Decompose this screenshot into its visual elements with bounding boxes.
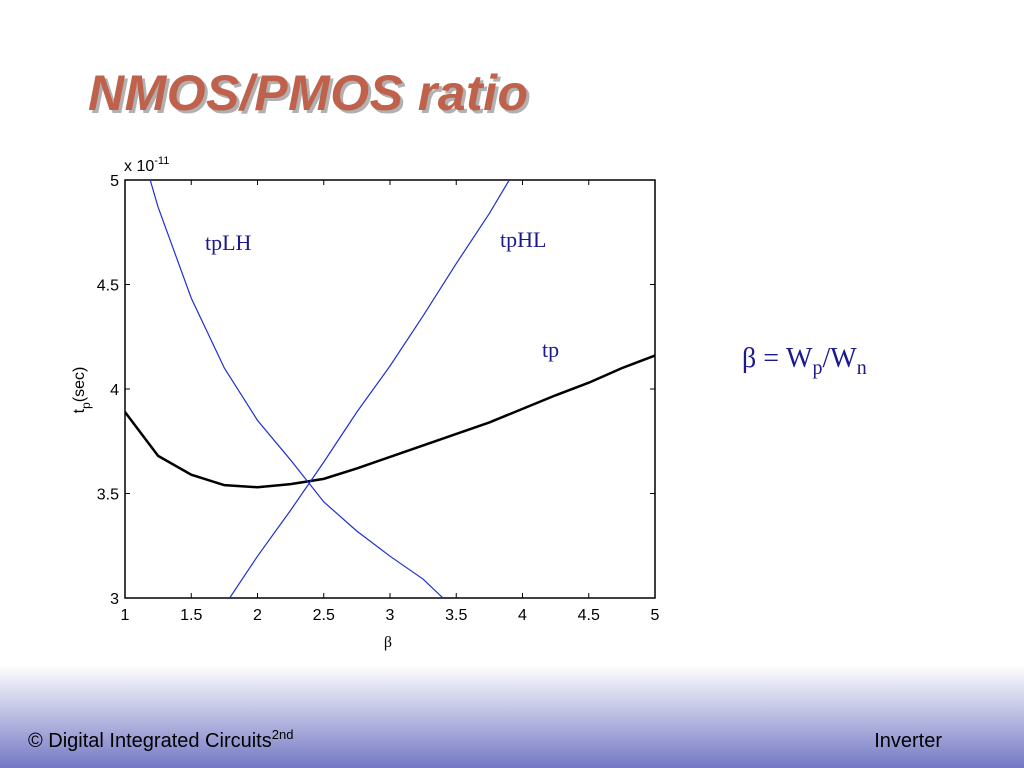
formula-beta: β: [742, 343, 756, 374]
series-line: [149, 180, 444, 598]
series-label: tpLH: [205, 230, 252, 255]
series-line: [125, 354, 655, 489]
x-axis-label: β: [384, 634, 392, 651]
x-tick-label: 1: [121, 607, 130, 624]
formula-sub: n: [857, 357, 867, 379]
x-tick-label: 2: [253, 607, 262, 624]
x-tick-label: 3.5: [445, 607, 467, 624]
footer-right: Inverter: [874, 730, 942, 752]
title-shadow: NMOS/PMOS ratio: [91, 68, 531, 124]
y-tick-label: 3.5: [97, 487, 119, 504]
y-label-rest: (sec): [71, 367, 88, 403]
y-offset-exp: -11: [154, 155, 169, 167]
slide-title: NMOS/PMOS ratio: [88, 65, 528, 121]
x-tick-label: 2.5: [313, 607, 335, 624]
footer-left: © Digital Integrated Circuits2nd: [28, 727, 293, 752]
formula-sub: p: [812, 357, 822, 379]
y-tick-label: 5: [110, 173, 119, 190]
y-label-sub: p: [79, 402, 93, 409]
series-label: tpHL: [500, 227, 546, 252]
y-offset-base: x 10: [124, 158, 154, 175]
formula-eq: = W: [763, 343, 813, 374]
y-label-main: t: [71, 408, 88, 413]
y-tick-label: 4: [110, 382, 119, 399]
footer-band: [0, 665, 1024, 768]
x-tick-label: 5: [651, 607, 660, 624]
x-tick-label: 3: [386, 607, 395, 624]
x-tick-label: 1.5: [180, 607, 202, 624]
x-tick-label: 4: [518, 607, 527, 624]
y-offset: x 10-11: [124, 155, 169, 175]
formula-slash: /W: [822, 343, 857, 374]
formula: β = Wp/Wn: [742, 343, 867, 379]
y-axis-label: tp(sec): [71, 367, 93, 414]
series-label: tp: [542, 337, 559, 362]
y-tick-label: 4.5: [97, 278, 119, 295]
series-line: [229, 180, 510, 598]
y-tick-label: 3: [110, 591, 119, 608]
footer-text: © Digital Integrated Circuits: [28, 730, 272, 752]
plot-area: [125, 180, 655, 598]
footer-sup: 2nd: [272, 727, 294, 742]
x-tick-label: 4.5: [578, 607, 600, 624]
